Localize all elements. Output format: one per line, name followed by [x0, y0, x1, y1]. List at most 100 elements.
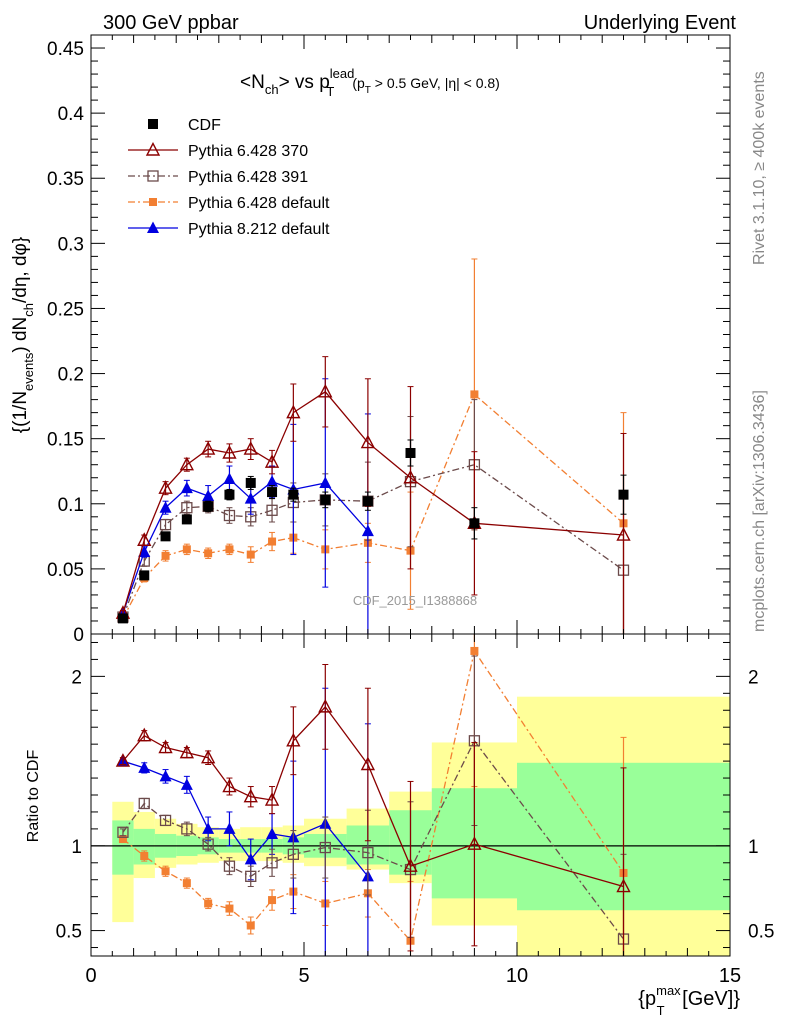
main-data-point: [362, 496, 373, 507]
main-data-point: [224, 489, 235, 500]
main-data-point: [266, 504, 278, 516]
x-tick-label: 10: [506, 965, 528, 987]
main-data-point: [160, 531, 171, 542]
header-left: 300 GeV ppbar: [103, 12, 239, 34]
mcplots-reference-text: mcplots.cern.ch [arXiv:1306.3436]: [751, 390, 768, 632]
ratio-axes: 0 5 10 15 0.5 0.5 1 1 2 2: [56, 634, 774, 987]
ratio-y-tick-label-right: 0.5: [748, 922, 774, 943]
main-data-point: [203, 501, 214, 512]
ratio-data-point: [117, 826, 129, 838]
ratio-uncertainty-band-inner: [133, 828, 155, 865]
legend-label: Pythia 6.428 default: [188, 195, 330, 212]
legend-marker: [147, 170, 159, 182]
ratio-data-point: [360, 756, 376, 771]
ratio-data-point: [286, 732, 301, 747]
main-data-point: [159, 518, 172, 531]
main-y-tick-label: 0.15: [47, 430, 84, 451]
ratio-y-tick-label-right: 1: [748, 837, 759, 858]
main-axes: 0 0.05 0.1 0.15 0.2 0.25 0.3 0.35 0.4 0.45: [47, 35, 731, 646]
ratio-data-point: [140, 852, 149, 861]
ratio-data-point: [158, 739, 173, 754]
main-y-axis-label: {(1/Nevents) dNch/dη, dφ}: [10, 237, 36, 433]
ratio-data-point: [137, 727, 152, 742]
main-series-line: [122, 478, 369, 614]
legend: CDF Pythia 6.428 370 Pythia 6.428 391 Pythi…: [128, 117, 330, 238]
ratio-data-point: [223, 822, 236, 834]
main-data-point: [246, 550, 255, 559]
ratio-data-point: [181, 823, 193, 835]
ratio-data-point: [179, 744, 195, 759]
ratio-data-point: [222, 778, 237, 793]
main-plot-area: [115, 258, 631, 635]
main-data-point: [179, 456, 195, 471]
legend-label: CDF: [188, 117, 221, 134]
main-data-point: [318, 383, 333, 398]
main-y-tick-label: 0.05: [47, 560, 84, 581]
main-data-point: [288, 489, 299, 500]
main-data-point: [222, 444, 237, 459]
main-data-point: [320, 494, 331, 505]
main-data-point: [244, 492, 257, 504]
main-data-point: [225, 545, 234, 554]
ratio-data-point: [244, 852, 257, 865]
main-series-line: [122, 390, 624, 614]
x-axis-label: {pmax T [GeV]}: [638, 983, 740, 1018]
main-data-point: [469, 518, 480, 529]
main-data-point: [267, 487, 278, 498]
ratio-data-point: [180, 778, 193, 790]
ratio-data-point: [161, 867, 170, 876]
main-data-point: [180, 481, 193, 494]
ratio-data-point: [243, 788, 258, 803]
legend-marker: [148, 119, 158, 129]
ratio-data-point: [266, 827, 279, 839]
main-data-point: [245, 477, 256, 488]
main-data-point: [243, 441, 258, 455]
main-series-pythia-6-428-370: [115, 356, 631, 635]
analysis-watermark: CDF_2015_I1388868: [353, 593, 477, 608]
main-data-point: [616, 527, 631, 541]
ratio-data-point: [115, 753, 131, 767]
ratio-data-point: [467, 836, 482, 850]
header-right: Underlying Event: [584, 12, 737, 34]
legend-marker: [147, 221, 159, 233]
ratio-data-point: [138, 761, 151, 773]
main-data-point: [161, 551, 170, 560]
main-data-point: [405, 447, 416, 458]
main-series-cdf: [117, 439, 629, 624]
ratio-data-point: [202, 838, 214, 850]
main-data-point: [223, 509, 236, 522]
main-data-point: [204, 549, 213, 558]
ratio-y-tick-label-left: 2: [71, 667, 82, 688]
main-data-point: [403, 469, 418, 484]
ratio-data-point: [118, 835, 127, 844]
main-data-point: [470, 390, 479, 399]
ratio-data-point: [246, 921, 255, 930]
x-tick-label: 15: [719, 965, 741, 987]
rivet-version-text: Rivet 3.1.10, ≥ 400k events: [751, 71, 768, 265]
main-data-point: [202, 489, 215, 501]
x-tick-label: 0: [85, 965, 96, 987]
main-data-point: [618, 489, 629, 500]
ratio-y-tick-label-left: 1: [71, 837, 82, 858]
ratio-data-point: [182, 879, 191, 888]
main-data-point: [268, 537, 277, 546]
legend-marker: [149, 198, 157, 206]
ratio-data-point: [223, 860, 236, 872]
main-panel: 0 0.05 0.1 0.15 0.2 0.25 0.3 0.35 0.4 0.45 CDF_20…: [10, 34, 731, 646]
ratio-y-tick-label-right: 2: [748, 667, 759, 688]
main-data-point: [286, 404, 301, 419]
main-data-point: [182, 545, 191, 554]
main-data-point: [139, 570, 150, 581]
ratio-data-point: [245, 870, 257, 882]
main-data-point: [158, 480, 173, 494]
ratio-data-point: [264, 792, 280, 806]
main-y-tick-label: 0.3: [58, 234, 84, 255]
ratio-data-point: [616, 878, 631, 893]
main-data-point: [200, 441, 216, 455]
main-data-point: [360, 434, 376, 449]
ratio-data-point: [138, 797, 150, 810]
ratio-y-axis-label: Ratio to CDF: [25, 750, 42, 843]
main-y-tick-label: 0: [73, 625, 84, 646]
main-data-point: [361, 524, 374, 537]
ratio-data-point: [266, 857, 278, 869]
